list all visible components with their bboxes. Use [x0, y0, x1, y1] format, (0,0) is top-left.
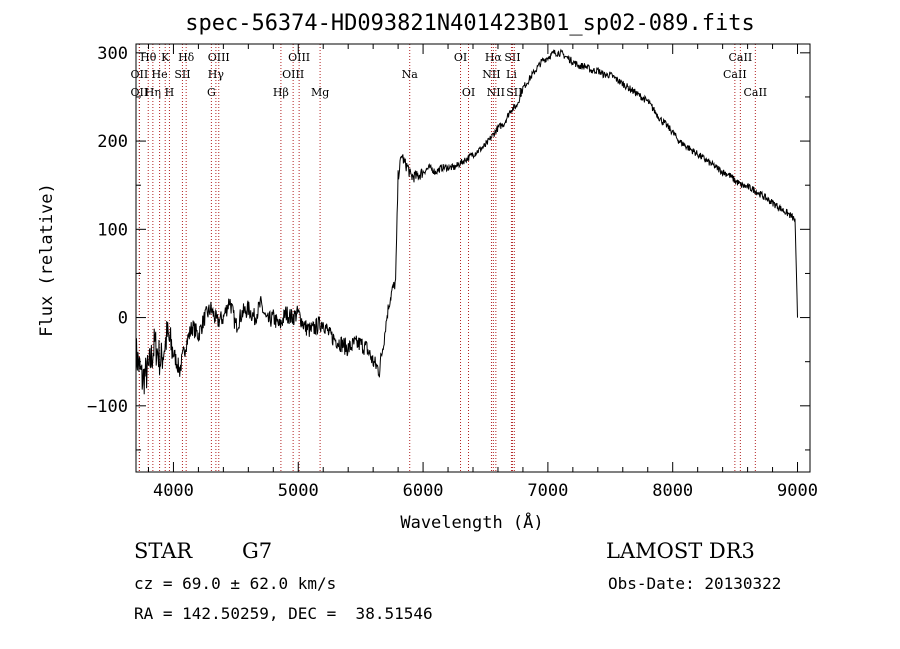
y-tick-label-1: 0 — [118, 309, 128, 329]
line-label-9: OIII — [208, 51, 230, 64]
sky-coordinates: RA = 142.50259, DEC = 38.51546 — [134, 604, 433, 623]
object-subclass: G7 — [242, 539, 273, 563]
flux-line — [135, 48, 798, 395]
line-label-6: H — [165, 86, 175, 99]
line-label-18: OI — [462, 86, 475, 99]
redshift-velocity: cz = 69.0 ± 62.0 km/s — [134, 574, 337, 593]
line-label-24: SII — [506, 86, 522, 99]
chart-title: spec-56374-HD093821N401423B01_sp02-089.f… — [185, 11, 755, 36]
plot-frame — [135, 43, 811, 473]
line-label-10: Hγ — [208, 68, 225, 81]
line-label-11: G — [207, 86, 216, 99]
observation-date: Obs-Date: 20130322 — [608, 574, 782, 593]
axis-ticks: 4000 5000 6000 7000 8000 9000 −100 0 100 200 300 — [87, 44, 818, 501]
x-tick-label-1: 5000 — [278, 481, 319, 501]
line-label-4: K — [161, 51, 170, 64]
line-label-3: Hη — [145, 86, 161, 99]
x-tick-label-3: 7000 — [527, 481, 568, 501]
line-label-19: Hα — [485, 51, 503, 64]
x-tick-label-5: 9000 — [777, 481, 818, 501]
y-tick-label-4: 300 — [97, 44, 128, 64]
line-label-8: Hδ — [178, 51, 195, 64]
survey-name: LAMOST DR3 — [606, 539, 755, 563]
y-tick-label-2: 100 — [97, 220, 128, 240]
line-label-5: He — [152, 68, 168, 81]
x-tick-label-4: 8000 — [652, 481, 693, 501]
line-label-12: Hβ — [273, 86, 289, 99]
line-label-23: Li — [506, 68, 517, 81]
line-label-25: CaII — [729, 51, 753, 64]
line-label-17: OI — [454, 51, 467, 64]
object-class: STAR — [134, 539, 193, 563]
line-label-21: NII — [487, 86, 505, 99]
line-label-27: CaII — [743, 86, 767, 99]
line-label-14: OIII — [282, 68, 304, 81]
x-tick-label-0: 4000 — [153, 481, 194, 501]
y-tick-label-0: −100 — [87, 397, 128, 417]
y-axis-label: Flux (relative) — [37, 183, 57, 337]
line-label-2: OII — [131, 86, 149, 99]
x-tick-label-2: 6000 — [403, 481, 444, 501]
x-axis-label: Wavelength (Å) — [400, 511, 543, 533]
line-label-20: NII — [482, 68, 500, 81]
line-label-0: Hθ — [140, 51, 157, 64]
line-label-16: Na — [402, 68, 419, 81]
line-label-22: SII — [504, 51, 520, 64]
flux-series — [135, 48, 798, 395]
line-label-13: OIII — [288, 51, 310, 64]
line-label-15: Mg — [311, 86, 329, 99]
line-label-26: CaII — [723, 68, 747, 81]
line-label-7: SII — [174, 68, 190, 81]
y-tick-label-3: 200 — [97, 132, 128, 152]
